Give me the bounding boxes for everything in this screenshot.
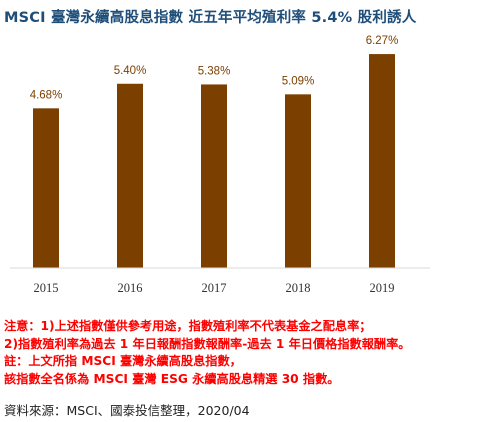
bar-2019 [369, 54, 395, 268]
notes-block: 注意：1)上述指數僅供參考用途，指數殖利率不代表基金之配息率； 2)指數殖利率為… [4, 318, 410, 388]
data-label-2019: 6.27% [366, 35, 399, 47]
x-tick-label-2017: 2017 [202, 281, 227, 295]
x-tick-label-2015: 2015 [34, 281, 59, 295]
data-label-2016: 5.40% [114, 65, 147, 77]
note-line: 註：上文所指 MSCI 臺灣永續高股息指數， [4, 354, 242, 368]
source-text: 資料來源：MSCI、國泰投信整理，2020/04 [4, 403, 250, 418]
data-label-2018: 5.09% [282, 75, 315, 87]
data-label-2015: 4.68% [30, 89, 63, 101]
note-line: 注意：1)上述指數僅供參考用途，指數殖利率不代表基金之配息率； [4, 319, 372, 333]
bar-2018 [285, 94, 311, 268]
note-line: 該指數全名係為 MSCI 臺灣 ESG 永續高股息精選 30 指數。 [4, 371, 340, 386]
ticks-layer: 2015 2016 2017 2018 2019 [34, 281, 395, 295]
data-label-2017: 5.38% [198, 65, 231, 77]
bars-layer [33, 54, 395, 269]
bar-2016 [117, 83, 143, 268]
x-tick-label-2016: 2016 [118, 281, 143, 295]
labels-layer: 4.68% 5.40% 5.38% 5.09% 6.27% [30, 35, 399, 101]
bar-2017 [201, 84, 227, 269]
chart-title: MSCI 臺灣永續高股息指數 近五年平均殖利率 5.4% 股利誘人 [4, 10, 417, 26]
x-tick-label-2019: 2019 [370, 281, 395, 295]
bar-chart: 4.68%5.40% 5.38%5.09%6.27% 2015 2016 2017 20… [10, 35, 430, 295]
note-line: 2)指數殖利率為過去 1 年日報酬指數報酬率-過去 1 年日價格指數報酬率。 [4, 336, 411, 351]
bar-2015 [33, 108, 59, 269]
x-tick-label-2018: 2018 [286, 281, 311, 295]
